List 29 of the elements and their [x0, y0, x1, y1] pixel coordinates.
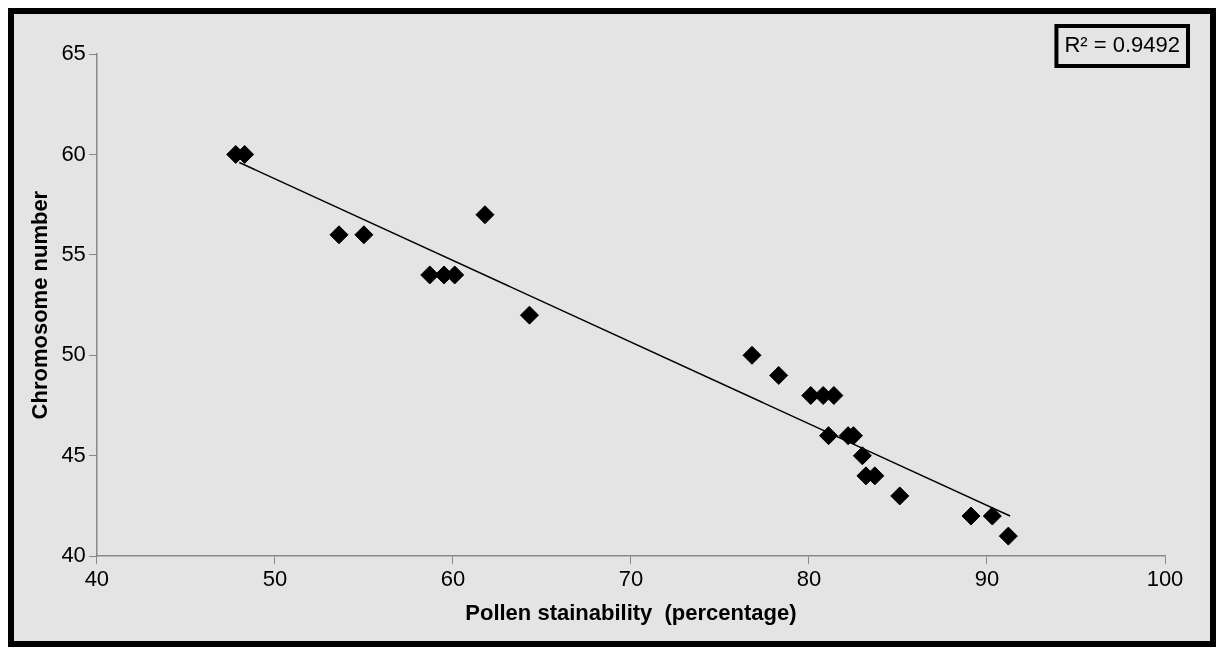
point: [819, 426, 839, 446]
y-tick-label: 55: [61, 240, 86, 266]
x-tick-label: 60: [440, 566, 466, 592]
y-axis-title: Chromosome number: [27, 190, 53, 420]
point: [354, 225, 374, 245]
point: [420, 265, 440, 285]
point: [329, 225, 349, 245]
point: [890, 486, 910, 506]
point: [982, 506, 1002, 526]
y-tick-label: 45: [61, 441, 86, 467]
y-tick-label: 60: [61, 140, 86, 166]
point: [519, 305, 539, 325]
point: [961, 506, 981, 526]
y-tick-label: 65: [61, 40, 86, 66]
point: [475, 205, 495, 225]
point: [769, 365, 789, 385]
x-tick-label: 80: [796, 566, 822, 592]
x-axis-title: Pollen stainability (percentage): [465, 599, 797, 625]
x-tick-label: 50: [262, 566, 288, 592]
x-tick-label: 70: [618, 566, 644, 592]
y-tick-label: 40: [61, 542, 86, 568]
x-tick-label: 90: [974, 566, 1000, 592]
y-tick-label: 50: [61, 341, 86, 367]
annotation: R² = 0.9492: [1064, 32, 1180, 58]
point: [852, 446, 872, 466]
point: [742, 345, 762, 365]
x-tick-label: 100: [1146, 566, 1184, 592]
point: [998, 526, 1018, 546]
x-tick-label: 40: [84, 566, 110, 592]
